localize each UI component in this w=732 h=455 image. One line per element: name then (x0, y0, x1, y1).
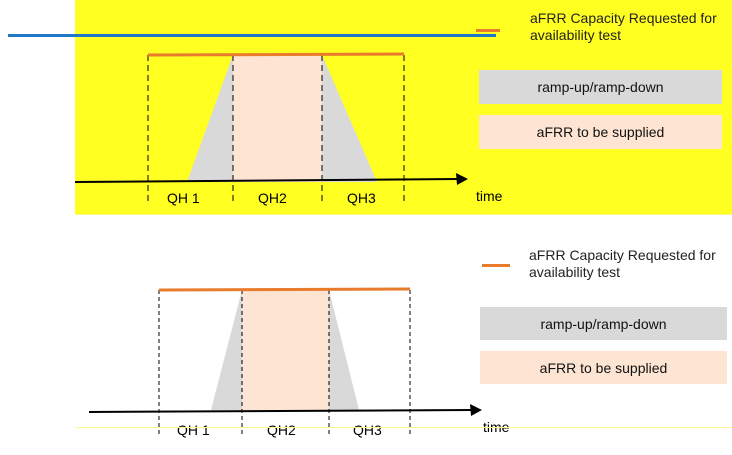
top-diagram: QH 1 QH2 QH3 time (74, 52, 503, 206)
time-axis-arrow-icon (470, 404, 482, 416)
supplied-legend-box: aFRR to be supplied (479, 115, 722, 149)
capacity-requested-line (158, 287, 411, 292)
capacity-legend-label: aFRR Capacity Requested for availability… (529, 247, 716, 280)
bottom-diagram-panel: QH 1 QH2 QH3 time aFRR Capacity Requeste… (75, 228, 732, 438)
top-diagram-panel: QH 1 QH2 QH3 time aFRR Capacity Requeste… (74, 0, 732, 215)
qh1-label: QH 1 (167, 190, 200, 206)
bottom-diagram: QH 1 QH2 QH3 time (88, 287, 510, 438)
panel-bottom-rule (75, 214, 732, 215)
ramp-legend-box: ramp-up/ramp-down (480, 307, 727, 340)
time-label: time (476, 188, 503, 204)
ramp-legend-box: ramp-up/ramp-down (479, 70, 722, 104)
supplied-legend-box: aFRR to be supplied (480, 351, 727, 384)
time-axis (88, 409, 474, 413)
supplied-area (242, 290, 329, 410)
qh3-label: QH3 (353, 422, 382, 438)
qh2-label: QH2 (267, 422, 296, 438)
capacity-requested-line (147, 52, 405, 57)
ramp-down-area (329, 290, 359, 410)
ramp-up-area (187, 55, 233, 182)
ramp-up-area (211, 290, 242, 410)
capacity-legend-line (482, 264, 510, 267)
qh1-label: QH 1 (177, 422, 210, 438)
qh3-label: QH3 (347, 190, 376, 206)
supplied-area (233, 55, 322, 182)
bottom-panel-rule (75, 427, 732, 428)
capacity-legend-line (476, 29, 500, 32)
overlay-blue-line (8, 34, 496, 37)
time-axis-arrow-icon (456, 173, 468, 185)
time-axis (74, 178, 461, 183)
capacity-legend-label: aFRR Capacity Requested for availability… (530, 10, 717, 43)
qh2-label: QH2 (258, 190, 287, 206)
ramp-down-area (322, 55, 377, 182)
